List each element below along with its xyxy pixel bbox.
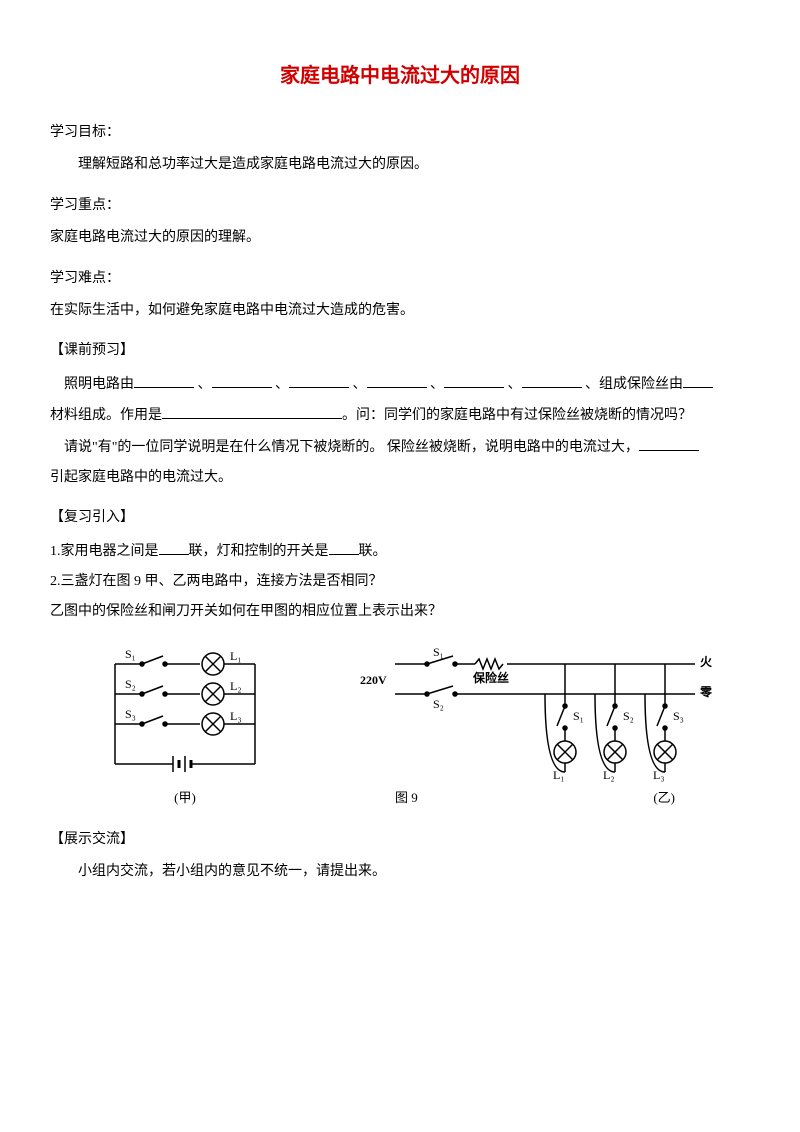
label-l3b: L₃: [653, 768, 665, 782]
preview-p2-b: 。问：同学们的家庭电路中有过保险丝被烧断的情况吗？: [342, 408, 692, 423]
difficulty-label: 学习难点：: [50, 268, 750, 290]
blank: [159, 540, 189, 555]
blank: [522, 373, 582, 388]
blank: [212, 373, 272, 388]
label-s1b: S₁: [573, 709, 584, 723]
label-s3: S₃: [125, 707, 136, 721]
figure-right: 220V S₁ S₂ 保险丝 火 零 S₁ S₂ S₃ L₁ L₂ L₃ 图 9…: [355, 644, 715, 809]
blank: [683, 373, 713, 388]
blank: [367, 373, 427, 388]
review-q1-c: 联。: [359, 544, 387, 559]
preview-p4: 引起家庭电路中的电流过大。: [50, 467, 750, 489]
label-s1-top: S₁: [433, 645, 444, 659]
figure-right-caption-right: (乙): [653, 788, 675, 809]
label-l3: L₃: [230, 709, 242, 723]
blank: [289, 373, 349, 388]
figures-row: S₁ S₂ S₃ L₁ L₂ L₃ (甲): [50, 644, 750, 809]
figure-left: S₁ S₂ S₃ L₁ L₂ L₃ (甲): [85, 644, 285, 809]
preview-p2: 材料组成。作用是 。问：同学们的家庭电路中有过保险丝被烧断的情况吗？: [50, 404, 750, 427]
circuit-jia: S₁ S₂ S₃ L₁ L₂ L₃: [85, 644, 285, 784]
goal-label: 学习目标：: [50, 122, 750, 144]
preview-p1-a: 照明电路由: [64, 377, 134, 392]
blank: [639, 436, 699, 451]
blank: [134, 373, 194, 388]
label-l1b: L₁: [553, 768, 565, 782]
label-s2-top: S₂: [433, 697, 444, 711]
label-s1: S₁: [125, 647, 136, 661]
focus-text: 家庭电路电流过大的原因的理解。: [50, 227, 750, 249]
blank: [329, 540, 359, 555]
focus-label: 学习重点：: [50, 195, 750, 217]
blank: [162, 404, 342, 419]
label-fuse: 保险丝: [472, 670, 509, 685]
review-label: 【复习引入】: [50, 507, 750, 529]
label-neutral: 零: [699, 685, 713, 699]
label-l1: L₁: [230, 649, 242, 663]
preview-p1-b: 、组成保险丝由: [585, 377, 683, 392]
figure-right-caption-left: 图 9: [395, 788, 418, 809]
review-q1-b: 联，灯和控制的开关是: [189, 544, 329, 559]
difficulty-text: 在实际生活中，如何避免家庭电路中电流过大造成的危害。: [50, 300, 750, 322]
label-s3b: S₃: [673, 709, 684, 723]
figure-left-caption: (甲): [85, 788, 285, 809]
label-220v: 220V: [360, 673, 387, 687]
goal-text: 理解短路和总功率过大是造成家庭电路电流过大的原因。: [50, 154, 750, 176]
review-q2: 2.三盏灯在图 9 甲、乙两电路中，连接方法是否相同？: [50, 571, 750, 593]
review-q1: 1.家用电器之间是 联，灯和控制的开关是 联。: [50, 540, 750, 563]
blank: [444, 373, 504, 388]
label-fire: 火: [700, 655, 713, 669]
label-l2b: L₂: [603, 768, 615, 782]
preview-p2-a: 材料组成。作用是: [50, 408, 162, 423]
page-title: 家庭电路中电流过大的原因: [50, 60, 750, 92]
circuit-yi: 220V S₁ S₂ 保险丝 火 零 S₁ S₂ S₃ L₁ L₂ L₃: [355, 644, 715, 784]
preview-p1: 照明电路由 、 、 、 、 、 、组成保险丝由: [50, 373, 750, 396]
display-text: 小组内交流，若小组内的意见不统一，请提出来。: [50, 861, 750, 883]
review-q3: 乙图中的保险丝和闸刀开关如何在甲图的相应位置上表示出来？: [50, 601, 750, 623]
preview-label: 【课前预习】: [50, 340, 750, 362]
preview-p3: 请说"有"的一位同学说明是在什么情况下被烧断的。 保险丝被烧断，说明电路中的电流…: [50, 436, 750, 459]
label-s2: S₂: [125, 677, 136, 691]
preview-p3-text: 请说"有"的一位同学说明是在什么情况下被烧断的。 保险丝被烧断，说明电路中的电流…: [64, 440, 639, 455]
label-s2b: S₂: [623, 709, 634, 723]
review-q1-a: 1.家用电器之间是: [50, 544, 159, 559]
label-l2: L₂: [230, 679, 242, 693]
display-label: 【展示交流】: [50, 829, 750, 851]
